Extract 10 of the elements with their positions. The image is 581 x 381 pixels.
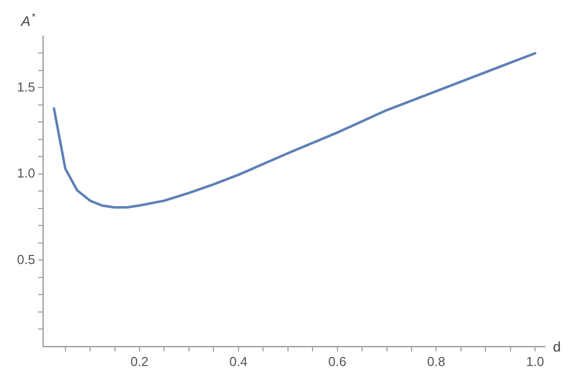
x-axis-title: d bbox=[553, 338, 561, 354]
y-axis-title: A* bbox=[20, 12, 36, 29]
x-tick-label: 0.2 bbox=[130, 354, 149, 369]
y-tick-label: 1.0 bbox=[16, 166, 36, 181]
y-tick-label: 0.5 bbox=[16, 252, 36, 267]
y-tick-label: 1.5 bbox=[16, 79, 36, 94]
x-tick-label: 1.0 bbox=[526, 354, 544, 369]
x-tick-label: 0.8 bbox=[427, 354, 446, 369]
x-tick-label: 0.4 bbox=[229, 354, 248, 369]
x-tick-label: 0.6 bbox=[328, 354, 346, 369]
